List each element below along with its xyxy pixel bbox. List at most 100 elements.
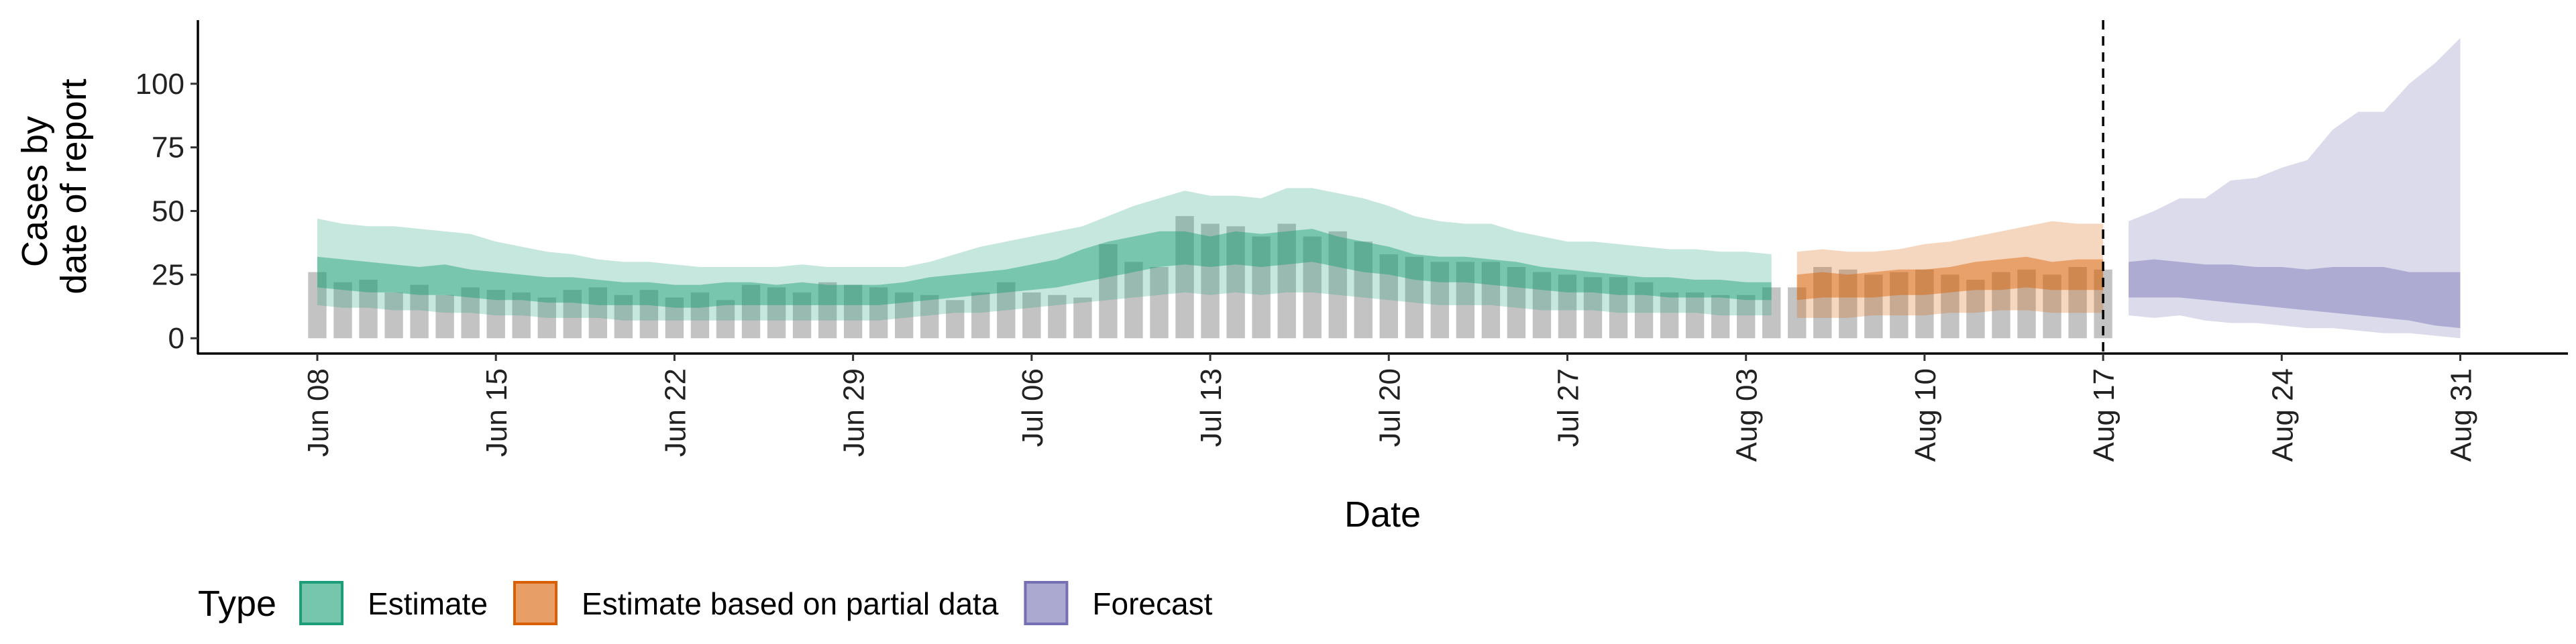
x-tick-label: Jun 15 bbox=[480, 368, 513, 457]
bar bbox=[2017, 269, 2036, 339]
bar bbox=[971, 292, 990, 339]
bar bbox=[1890, 272, 1909, 339]
bar bbox=[1839, 269, 1858, 339]
bar bbox=[894, 292, 914, 339]
bar bbox=[665, 297, 684, 339]
bar bbox=[1711, 294, 1730, 339]
legend-title: Type bbox=[198, 584, 276, 624]
y-tick-label: 0 bbox=[168, 322, 184, 355]
bar bbox=[1507, 267, 1526, 339]
bar bbox=[818, 282, 837, 339]
legend-key bbox=[513, 581, 558, 625]
bar bbox=[1430, 262, 1450, 339]
bar bbox=[792, 292, 812, 339]
bar bbox=[639, 290, 659, 339]
x-tick-label: Aug 10 bbox=[1909, 368, 1942, 462]
y-axis-title-line: Cases by bbox=[15, 116, 55, 267]
bar bbox=[333, 282, 352, 339]
legend-label: Estimate based on partial data bbox=[582, 586, 999, 621]
bar bbox=[1864, 274, 1883, 339]
bar bbox=[1941, 274, 1960, 339]
x-tick-label: Jun 29 bbox=[838, 368, 871, 457]
x-tick-label: Jun 22 bbox=[659, 368, 692, 457]
bar bbox=[869, 287, 888, 339]
bar bbox=[741, 284, 761, 339]
bar bbox=[1762, 287, 1781, 339]
band bbox=[2129, 259, 2461, 329]
x-axis-title: Date bbox=[1344, 494, 1421, 535]
bar bbox=[461, 287, 480, 339]
bar bbox=[1379, 254, 1398, 339]
bar bbox=[1813, 267, 1832, 339]
legend-key bbox=[299, 581, 344, 625]
band bbox=[317, 188, 1772, 321]
x-tick-label: Jul 13 bbox=[1195, 368, 1228, 447]
bar bbox=[1736, 294, 1756, 339]
bar bbox=[1073, 297, 1092, 339]
bar bbox=[1456, 262, 1475, 339]
bar bbox=[1303, 236, 1322, 339]
bar bbox=[1966, 279, 1985, 339]
band bbox=[1796, 221, 2104, 318]
bar bbox=[946, 300, 965, 339]
bar bbox=[2043, 274, 2061, 339]
x-tick-label: Aug 03 bbox=[1731, 368, 1764, 462]
bar bbox=[512, 292, 531, 339]
bar bbox=[1609, 277, 1628, 339]
x-tick-label: Jul 27 bbox=[1552, 368, 1585, 447]
bar bbox=[1354, 241, 1373, 339]
y-tick-label: 25 bbox=[152, 258, 184, 291]
bar bbox=[1201, 223, 1220, 339]
bar bbox=[2068, 267, 2087, 339]
x-tick-label: Aug 17 bbox=[2088, 368, 2121, 462]
bar bbox=[384, 292, 403, 339]
band bbox=[317, 229, 1772, 308]
bar bbox=[716, 300, 735, 339]
bar bbox=[1634, 282, 1654, 339]
legend-label: Estimate bbox=[368, 586, 488, 621]
bar bbox=[1660, 292, 1679, 339]
bar bbox=[1124, 262, 1143, 339]
bar bbox=[1583, 277, 1603, 339]
bar bbox=[486, 290, 505, 339]
x-tick-label: Jul 06 bbox=[1016, 368, 1049, 447]
bar bbox=[410, 284, 429, 339]
x-tick-label: Aug 31 bbox=[2445, 368, 2478, 462]
bar bbox=[1022, 292, 1041, 339]
bar bbox=[1558, 274, 1577, 339]
bar bbox=[1685, 292, 1705, 339]
bar bbox=[997, 282, 1016, 339]
y-tick-label: 100 bbox=[136, 68, 184, 101]
bar bbox=[843, 284, 863, 339]
bar bbox=[1788, 287, 1807, 339]
band bbox=[2129, 38, 2461, 339]
bar bbox=[1915, 269, 1934, 339]
bar bbox=[308, 272, 327, 339]
y-tick-label: 75 bbox=[152, 131, 184, 164]
x-tick-label: Jul 20 bbox=[1373, 368, 1406, 447]
bar bbox=[1405, 256, 1424, 339]
bar bbox=[588, 287, 608, 339]
bar bbox=[1150, 267, 1169, 339]
y-tick-label: 50 bbox=[152, 195, 184, 228]
bar bbox=[1992, 272, 2010, 339]
bar bbox=[1328, 231, 1347, 339]
bar bbox=[1252, 236, 1271, 339]
bar bbox=[767, 287, 786, 339]
bar bbox=[563, 290, 582, 339]
bar bbox=[1048, 294, 1067, 339]
legend-key bbox=[1024, 581, 1069, 625]
bar bbox=[1099, 244, 1118, 339]
y-axis-title-line: date of report bbox=[54, 78, 94, 294]
bar bbox=[690, 292, 710, 339]
bar bbox=[359, 279, 378, 339]
bar bbox=[1277, 223, 1296, 339]
band bbox=[1796, 256, 2104, 301]
bar bbox=[1532, 272, 1552, 339]
bar bbox=[537, 297, 556, 339]
x-tick-label: Aug 24 bbox=[2266, 368, 2299, 462]
bar bbox=[1226, 226, 1245, 339]
legend-label: Forecast bbox=[1092, 586, 1212, 621]
